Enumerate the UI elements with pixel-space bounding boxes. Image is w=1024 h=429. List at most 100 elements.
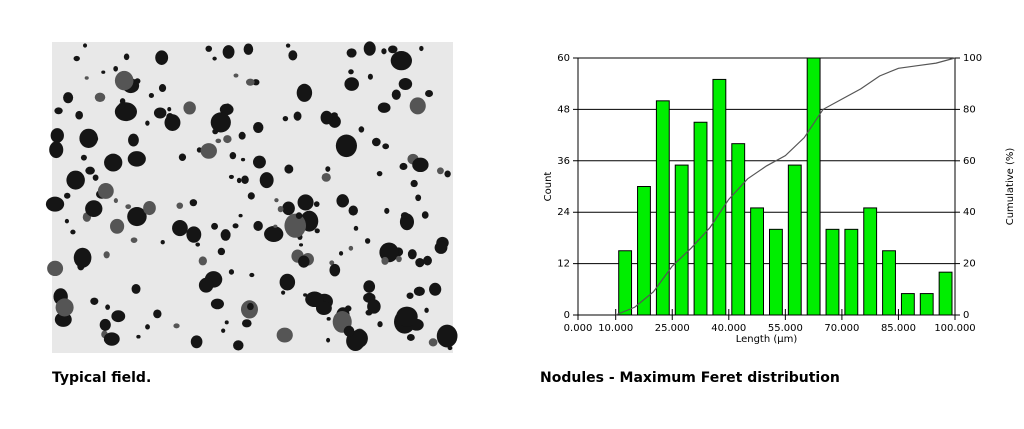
nodule <box>329 263 341 277</box>
bar <box>787 164 802 316</box>
bar <box>825 228 840 316</box>
nodule <box>75 110 83 120</box>
nodule <box>297 194 314 211</box>
x-tick-label: 10.000 <box>598 323 633 334</box>
nodule <box>436 167 444 175</box>
nodule <box>390 50 412 71</box>
nodule <box>353 225 359 231</box>
nodule <box>221 328 226 333</box>
nodule <box>253 155 266 169</box>
nodule <box>131 283 141 294</box>
nodule <box>228 269 235 275</box>
y-tick-label: 48 <box>557 104 570 115</box>
bar <box>769 228 783 316</box>
nodule <box>148 93 154 98</box>
bar <box>731 143 746 316</box>
nodule <box>444 170 451 178</box>
nodule <box>145 324 150 330</box>
nodule <box>429 282 442 296</box>
nodule <box>348 69 354 75</box>
nodule <box>153 309 162 319</box>
nodule <box>136 334 141 339</box>
nodule <box>382 143 390 150</box>
nodule <box>178 153 187 161</box>
nodule <box>101 70 106 74</box>
y2-tick-label: 100 <box>963 53 982 64</box>
nodule <box>49 141 64 159</box>
nodule <box>110 218 125 234</box>
nodule <box>348 245 354 251</box>
y2-tick-label: 80 <box>963 104 976 115</box>
nodule <box>396 255 402 263</box>
nodule <box>344 77 359 91</box>
nodule <box>367 73 373 80</box>
nodule <box>358 126 365 133</box>
nodule <box>367 299 381 314</box>
nodule <box>118 102 126 110</box>
nodule <box>293 111 302 121</box>
nodule <box>164 114 181 131</box>
nodule <box>55 298 74 317</box>
nodule <box>99 318 111 331</box>
nodule <box>127 151 146 167</box>
nodule <box>388 45 398 54</box>
nodule <box>134 78 141 84</box>
nodule <box>73 55 80 62</box>
nodule <box>338 251 344 256</box>
nodule <box>247 302 254 311</box>
nodule <box>79 128 98 148</box>
nodule <box>419 45 424 52</box>
bar <box>674 164 689 316</box>
nodule <box>200 143 217 159</box>
nodule <box>282 115 289 122</box>
nodule <box>329 260 335 266</box>
y2-tick-label: 20 <box>963 259 976 270</box>
nodule <box>198 277 214 293</box>
nodule <box>279 273 296 291</box>
nodule <box>94 92 106 103</box>
nodule <box>145 120 150 126</box>
nodule <box>371 137 381 147</box>
nodule <box>223 135 232 144</box>
nodule <box>253 220 263 231</box>
nodule <box>423 255 432 266</box>
nodule <box>241 175 249 184</box>
nodule <box>259 172 274 189</box>
nodule <box>343 325 355 337</box>
bar <box>863 207 878 316</box>
nodule <box>276 327 293 343</box>
nodule <box>274 198 279 203</box>
nodule <box>114 70 134 91</box>
nodule <box>284 213 307 238</box>
nodule <box>348 205 358 216</box>
nodule <box>425 89 434 98</box>
nodule <box>205 45 213 52</box>
nodule <box>436 324 458 348</box>
nodule <box>80 154 87 161</box>
nodule <box>326 337 331 343</box>
nodule <box>210 112 231 133</box>
nodule <box>391 89 401 100</box>
nodule <box>186 226 202 243</box>
nodule <box>173 323 180 329</box>
nodule <box>85 166 95 175</box>
nodule <box>413 286 425 296</box>
nodule <box>320 110 333 125</box>
x-tick-label: 40.000 <box>711 323 746 334</box>
nodule <box>335 134 357 158</box>
nodule <box>92 174 99 181</box>
nodule <box>113 65 119 72</box>
nodule <box>50 128 64 143</box>
x-tick-label: 55.000 <box>768 323 803 334</box>
nodule <box>384 207 390 214</box>
nodule <box>282 201 295 216</box>
nodule <box>285 43 291 48</box>
nodule <box>314 228 320 234</box>
nodule <box>398 77 413 90</box>
nodule <box>104 153 123 172</box>
x-tick-label: 25.000 <box>655 323 690 334</box>
nodule <box>103 332 120 346</box>
nodule <box>105 304 111 310</box>
nodule <box>189 199 198 207</box>
nodule <box>233 73 239 78</box>
